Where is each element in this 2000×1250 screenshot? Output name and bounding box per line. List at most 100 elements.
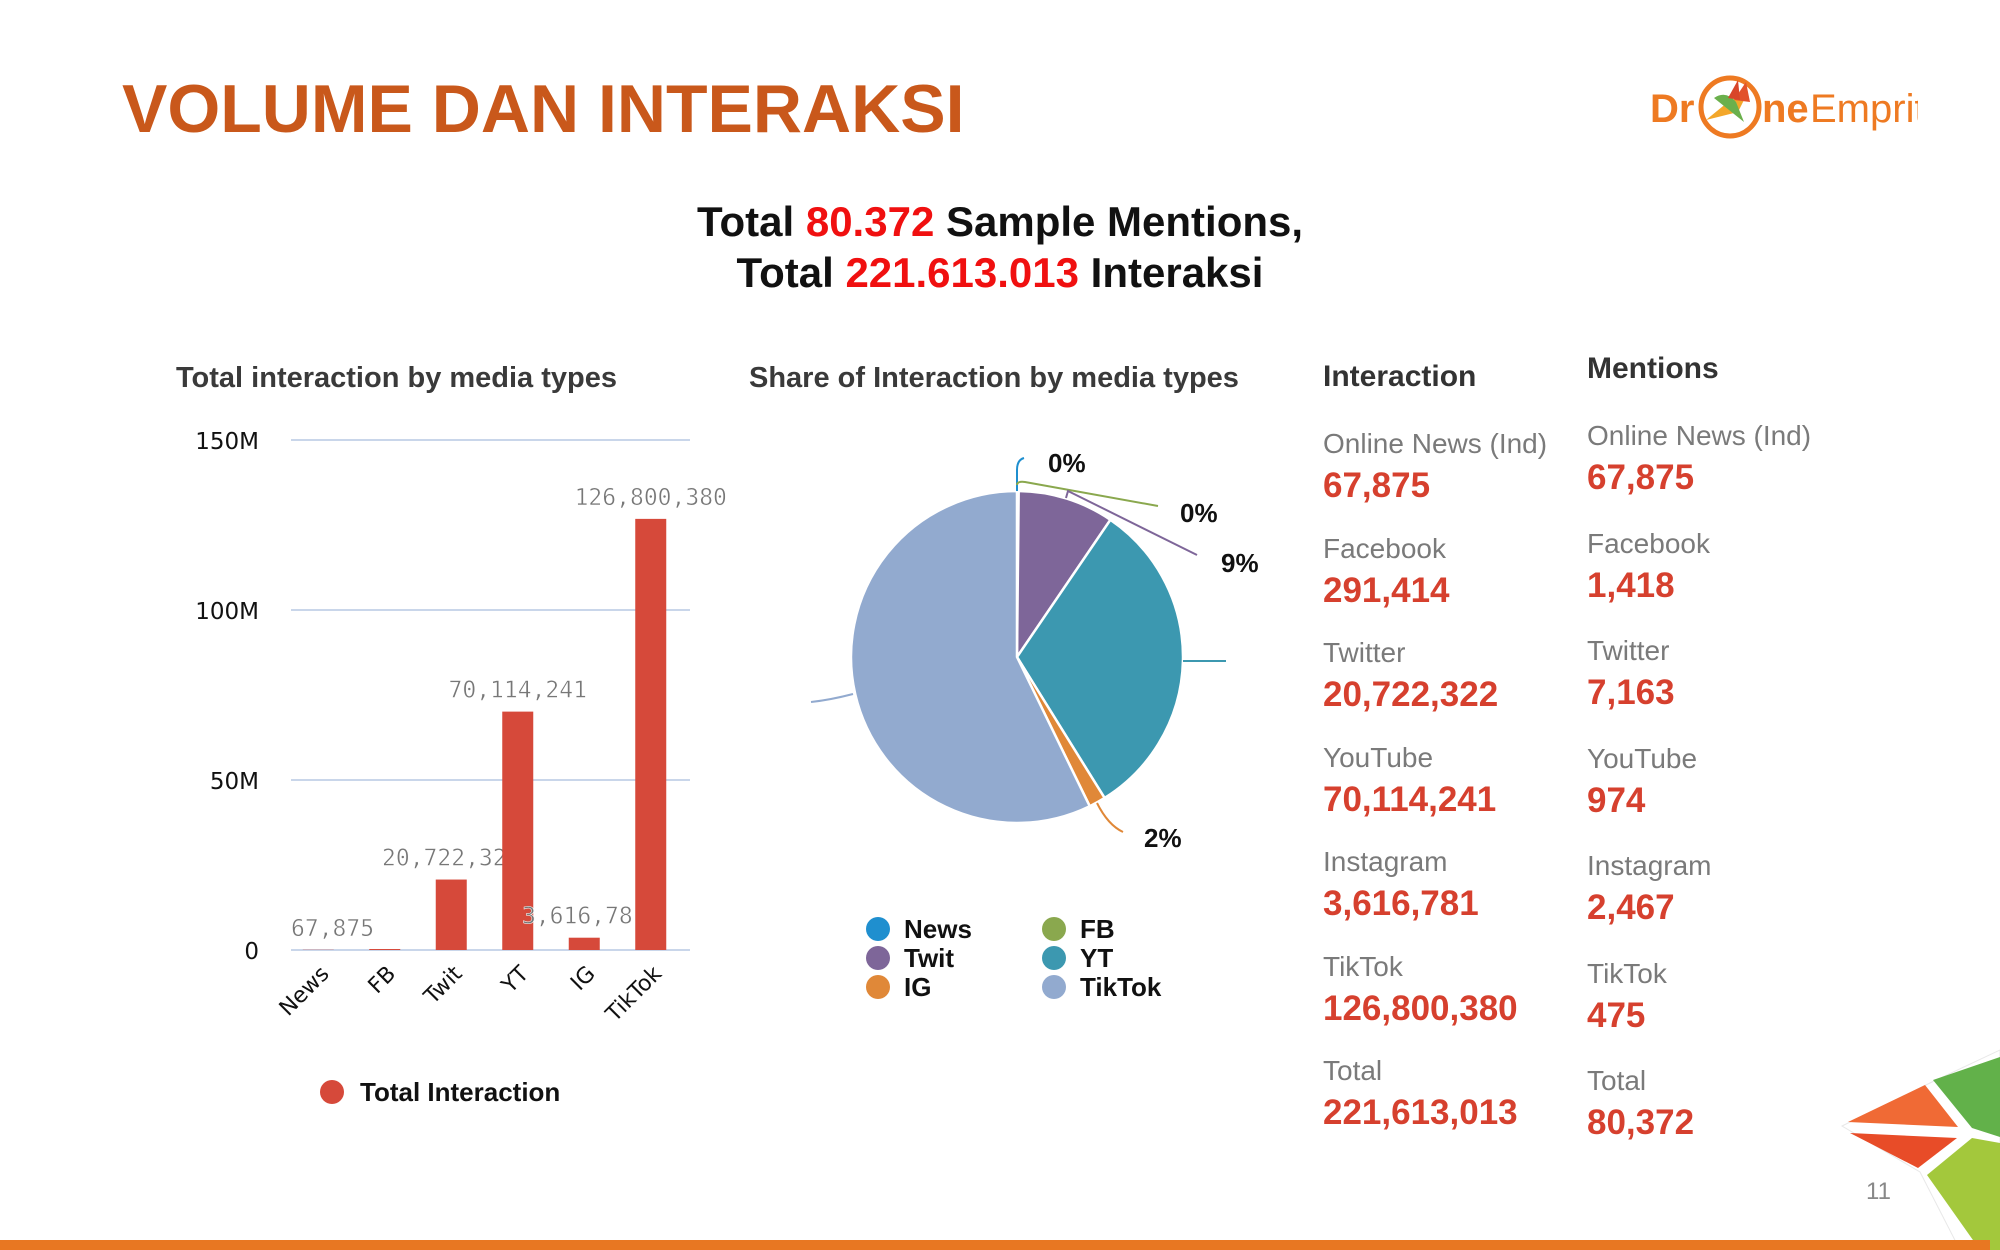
bar-chart: 0 50M 100M 150M 67,875 News FB 20,722,322 Twit 70… [195,429,727,1107]
subtitle: Total 80.372 Sample Mentions, Total 221.… [0,196,2000,298]
drone-emprit-logo-icon: Dr ne Emprit [1650,75,1926,139]
interaction-label: Instagram [1323,846,1448,877]
leader-line-tiktok [810,693,854,703]
mentions-value: 475 [1587,995,1646,1035]
mentions-header: Mentions [1587,352,1719,385]
interaction-value: 221,613,013 [1323,1093,1518,1132]
pie-legend: News FB Twit YT IG TikTok [866,914,1162,1002]
mentions-total: 80.372 [805,198,935,245]
bar-data-label: 126,800,380 [575,485,727,511]
pie-slices [849,489,1185,825]
subtitle-text: Total [696,198,806,245]
bar-tiktok[interactable] [635,518,667,950]
legend-item-twit[interactable]: Twit [904,943,954,973]
leader-line-ig [1096,802,1124,833]
interaction-value: 67,875 [1323,466,1431,505]
leader-line-twit [1065,489,1198,556]
mentions-label: Facebook [1587,527,1710,559]
mentions-value: 2,467 [1587,888,1675,927]
bar-data-label: 67,875 [291,916,374,942]
interactions-total: 221.613.013 [845,249,1080,296]
corner-decoration [1840,1049,2000,1250]
mentions-label: Instagram [1587,850,1712,881]
interaction-label: Total [1323,1055,1383,1086]
legend-item-news[interactable]: News [904,914,972,944]
y-tick-label: 50M [210,769,259,795]
subtitle-text: Total [736,249,846,296]
x-tick-label: TikTok [601,961,667,1027]
page-number: 11 [1866,1178,1891,1205]
mentions-value: 67,875 [1587,458,1695,497]
legend-dot-icon [1042,975,1066,999]
interaction-label: TikTok [1323,950,1403,982]
legend-item-ig[interactable]: IG [904,972,931,1002]
pie-chart-title: Share of Interaction by media types [749,362,1239,394]
pie-label-ig: 2% [1144,823,1182,853]
legend-dot-icon [866,946,890,970]
legend-item-fb[interactable]: FB [1080,914,1115,944]
bar-fb[interactable] [369,949,401,950]
mentions-label: YouTube [1587,742,1698,774]
interaction-value: 70,114,241 [1323,779,1497,819]
mentions-value: 974 [1587,780,1646,820]
pie-chart: 0% 0% 9% 2% News FB Twit YT IG TikTok [810,448,1259,1002]
pie-label-fb: 0% [1180,498,1218,528]
legend-total-interaction[interactable]: Total Interaction [360,1077,560,1107]
interaction-label: Online News (Ind) [1323,428,1548,459]
legend-dot-icon [1042,917,1066,941]
mentions-column: Mentions Online News (Ind) 67,875 Facebook… [1587,352,1811,1142]
footer-bar [0,1240,1990,1250]
legend-dot-icon [866,975,890,999]
interaction-value: 291,414 [1323,570,1450,610]
x-tick-label: Twit [419,961,468,1010]
x-tick-label: FB [364,962,401,999]
subtitle-text: Sample Mentions, [934,198,1304,245]
pie-slice-tiktok[interactable] [849,489,1092,825]
svg-text:Emprit: Emprit [1810,87,1918,131]
mentions-value: 7,163 [1587,673,1675,712]
legend-dot-icon [320,1080,344,1104]
mentions-label: Online News (Ind) [1587,420,1812,451]
pie-slice-yt[interactable] [1015,518,1185,800]
bar-data-label: 70,114,241 [449,678,587,704]
subtitle-text: Interaksi [1079,249,1264,296]
interaction-value: 20,722,322 [1323,675,1499,714]
svg-text:ne: ne [1762,87,1809,131]
interaction-value: 3,616,781 [1323,884,1479,923]
svg-text:Dr: Dr [1650,87,1694,131]
leader-line-fb [1016,480,1159,507]
interaction-value: 126,800,380 [1323,988,1518,1028]
legend-dot-icon [866,917,890,941]
interaction-column: Interaction Online News (Ind) 67,875 Faceb… [1323,360,1547,1132]
bar-data-label: 20,722,322 [382,846,520,872]
interaction-header: Interaction [1323,360,1477,393]
bar-ig[interactable] [568,937,600,950]
subtitle-line-interactions: Total 221.613.013 Interaksi [0,247,2000,298]
y-tick-label: 100M [195,599,259,625]
pie-label-news: 0% [1048,448,1086,478]
bar-yt[interactable] [502,711,534,950]
bar-data-label: 3,616,781 [522,904,647,930]
subtitle-line-mentions: Total 80.372 Sample Mentions, [0,196,2000,247]
interaction-label: Facebook [1323,532,1446,564]
x-tick-label: News [275,962,335,1022]
legend-item-tiktok[interactable]: TikTok [1080,972,1162,1002]
pie-slice-twit[interactable] [1015,489,1113,662]
legend-dot-icon [1042,946,1066,970]
mentions-label: TikTok [1587,957,1667,989]
logo: Dr ne Emprit [1648,72,1926,140]
x-tick-label: YT [497,961,535,999]
mentions-value: 80,372 [1587,1103,1695,1142]
x-tick-label: IG [566,962,600,996]
interaction-label: Twitter [1323,637,1406,668]
y-tick-label: 150M [195,429,259,455]
bar-chart-title: Total interaction by media types [176,362,618,394]
legend-item-yt[interactable]: YT [1080,943,1113,973]
mentions-label: Twitter [1587,635,1670,666]
mentions-value: 1,418 [1587,565,1675,605]
pie-label-twit: 9% [1221,548,1259,578]
bar-twit[interactable] [435,879,467,950]
page-title: VOLUME DAN INTERAKSI [122,71,965,147]
mentions-label: Total [1587,1065,1647,1096]
